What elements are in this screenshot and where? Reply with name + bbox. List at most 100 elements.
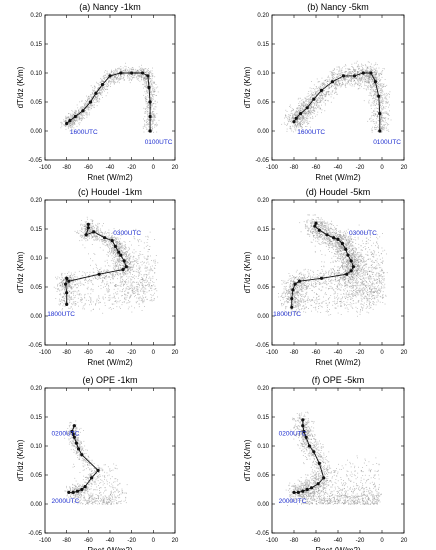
cloud-point	[150, 92, 152, 94]
cloud-point	[310, 112, 311, 114]
cloud-point	[370, 87, 371, 88]
cloud-point	[129, 296, 131, 298]
cloud-point	[68, 283, 70, 284]
cloud-point	[149, 81, 151, 83]
y-axis-label: dT/dz (K/m)	[243, 66, 252, 108]
cloud-point	[116, 306, 118, 308]
cloud-point	[84, 105, 86, 107]
cloud-point	[138, 294, 140, 295]
cloud-point	[294, 124, 296, 126]
cloud-point	[369, 70, 371, 71]
cloud-point	[296, 115, 298, 116]
cloud-point	[70, 121, 72, 123]
cloud-point	[355, 73, 357, 75]
cloud-point	[306, 114, 308, 116]
cloud-point	[73, 290, 75, 292]
cloud-point	[144, 257, 146, 259]
cloud-point	[82, 112, 84, 114]
cloud-point	[125, 288, 127, 290]
cloud-point	[310, 103, 312, 105]
cloud-point	[152, 114, 154, 116]
cloud-point	[73, 294, 74, 296]
panel-1: (a) Nancy -1km-100 -80 -60 -40 -20 0 20-0.050.…	[16, 2, 179, 182]
cloud-point	[153, 113, 155, 115]
cloud-point	[330, 101, 332, 103]
cloud-point	[332, 78, 334, 80]
cloud-point	[76, 111, 78, 112]
cloud-point	[342, 83, 344, 85]
cloud-point	[71, 124, 73, 126]
cloud-point	[147, 93, 149, 94]
cloud-point	[70, 278, 71, 280]
cloud-point	[85, 278, 87, 280]
cloud-point	[72, 280, 74, 282]
cloud-point	[89, 304, 90, 306]
cloud-point	[119, 270, 121, 272]
cloud-point	[62, 305, 64, 307]
cloud-point	[308, 115, 310, 117]
cloud-point	[358, 81, 360, 83]
cloud-point	[145, 278, 147, 280]
cloud-point	[143, 293, 145, 294]
cloud-point	[383, 100, 385, 102]
cloud-point	[301, 104, 303, 106]
cloud-point	[96, 81, 97, 83]
cloud-point	[369, 85, 371, 87]
cloud-point	[317, 100, 319, 102]
cloud-point	[316, 114, 318, 116]
cloud-point	[324, 93, 326, 95]
cloud-point	[114, 247, 115, 249]
cloud-point	[69, 126, 71, 128]
cloud-point	[372, 102, 374, 104]
cloud-point	[371, 77, 372, 79]
cloud-point	[303, 112, 305, 114]
cloud-point	[152, 122, 154, 124]
cloud-point	[68, 286, 70, 288]
cloud-point	[114, 74, 116, 76]
cloud-point	[328, 87, 330, 89]
cloud-point	[320, 100, 322, 101]
cloud-point	[372, 69, 374, 71]
cloud-point	[374, 74, 376, 76]
cloud-point	[140, 67, 142, 69]
cloud-point	[300, 126, 302, 128]
cloud-point	[324, 96, 326, 98]
cloud-point	[71, 110, 73, 111]
cloud-point	[291, 122, 293, 124]
cloud-point	[148, 263, 150, 265]
cloud-point	[316, 100, 318, 102]
cloud-point	[297, 120, 299, 122]
cloud-point	[84, 103, 86, 105]
cloud-point	[105, 76, 107, 78]
cloud-point	[301, 104, 302, 106]
cloud-point	[329, 71, 331, 73]
cloud-point	[300, 120, 302, 122]
cloud-point	[122, 73, 123, 75]
cloud-point	[342, 80, 344, 82]
cloud-point	[372, 88, 374, 90]
cloud-point	[68, 278, 70, 279]
cloud-point	[146, 92, 148, 93]
cloud-point	[313, 102, 315, 104]
cloud-point	[64, 298, 66, 300]
cloud-point	[89, 279, 90, 280]
cloud-point	[86, 104, 88, 106]
cloud-point	[115, 251, 117, 252]
cloud-point	[139, 74, 141, 76]
cloud-point	[370, 79, 372, 81]
cloud-point	[114, 265, 116, 267]
cloud-point	[285, 115, 286, 116]
cloud-point	[79, 117, 81, 119]
cloud-point	[373, 76, 375, 77]
cloud-point	[366, 70, 368, 72]
cloud-point	[69, 300, 71, 301]
cloud-point	[156, 87, 157, 89]
cloud-point	[380, 102, 381, 103]
cloud-point	[149, 71, 151, 73]
cloud-point	[358, 80, 359, 82]
cloud-point	[310, 96, 312, 97]
cloud-point	[346, 74, 348, 76]
cloud-point	[74, 120, 76, 122]
cloud-point	[341, 80, 343, 81]
cloud-point	[147, 256, 149, 258]
